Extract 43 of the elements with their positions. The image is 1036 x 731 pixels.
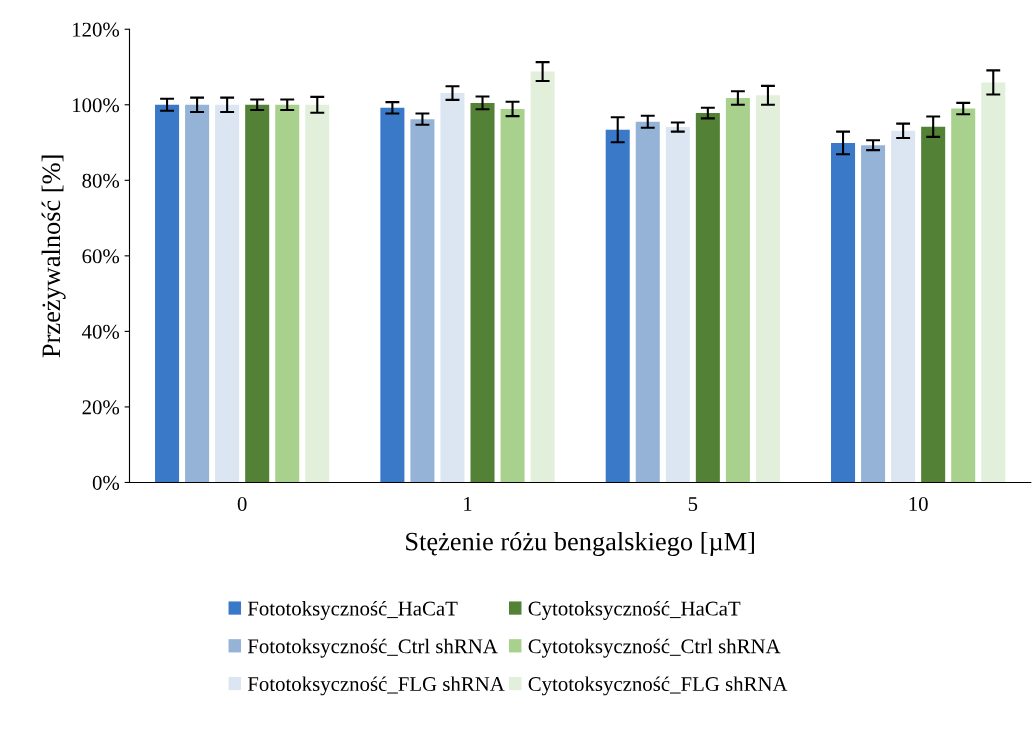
bar [635,121,660,483]
bar [695,113,720,483]
bar [921,126,946,483]
y-tick-label: 80% [82,173,120,188]
y-tick-label: 0% [92,475,120,490]
y-tick-label: 20% [82,400,120,415]
bar [410,119,435,483]
y-tick-label: 40% [82,324,120,339]
bar [530,71,555,483]
bar [831,142,856,483]
bar [245,104,270,483]
legend-label: Fototoksyczność_Ctrl shRNA [247,638,498,658]
bar [665,127,690,483]
x-tick-label: 1 [464,497,472,511]
bar [275,104,300,483]
y-axis-title: Przeżywalność [%] [41,155,66,358]
bar [470,102,495,483]
y-tick-label: 100% [73,98,120,113]
x-tick-label: 10 [909,496,928,512]
x-tick-label: 5 [688,497,698,512]
y-tick-label: 120% [73,22,120,37]
bar [755,95,780,483]
legend-label: Fototoksyczność_FLG shRNA [247,676,505,696]
x-tick-label: 0 [237,496,247,512]
bar [440,93,465,483]
bar [500,108,525,483]
bar [951,108,976,483]
bar [380,107,405,483]
bar [605,129,630,483]
bar [981,82,1006,483]
legend-label: Cytotoksyczność_FLG shRNA [528,676,788,696]
y-tick-label: 60% [82,249,120,264]
bar [891,130,916,483]
bar [305,104,330,483]
legend-label: Cytotoksyczność_HaCaT [528,600,741,620]
bar [185,104,210,483]
bar [861,145,886,483]
legend-label: Cytotoksyczność_Ctrl shRNA [528,638,781,658]
bar [725,97,750,483]
x-axis-title: Stężenie różu bengalskiego [µM] [406,531,754,556]
bar [215,104,240,483]
legend-label: Fototoksyczność_HaCaT [247,600,458,620]
bar [155,104,180,483]
